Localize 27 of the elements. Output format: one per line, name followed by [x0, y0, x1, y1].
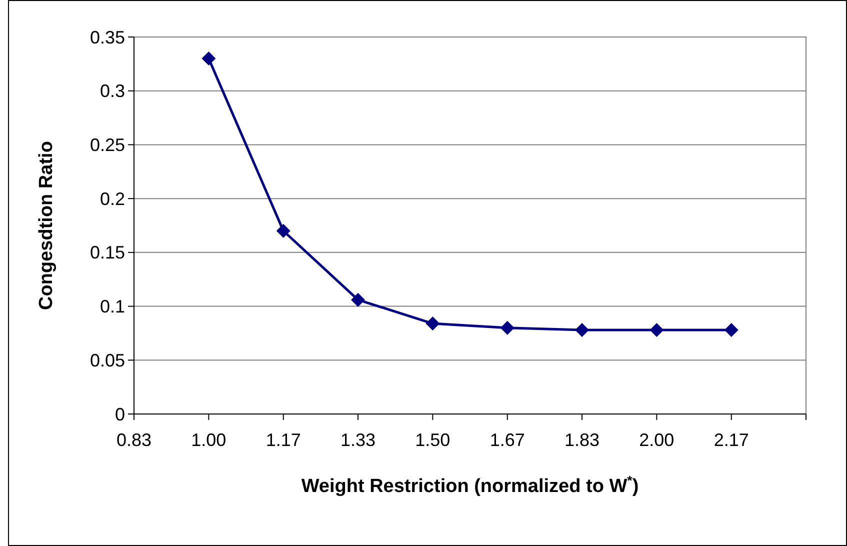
point [650, 322, 664, 337]
y-tick-label: 0 [114, 404, 125, 424]
point [500, 320, 514, 335]
y-tick-label: 0.35 [90, 27, 125, 48]
y-axis-title: Congesdtion Ratio [36, 141, 57, 310]
point [724, 322, 738, 337]
point [202, 52, 216, 66]
y-tick-label: 0.1 [100, 296, 125, 317]
point [426, 316, 440, 331]
x-tick-label: 2.00 [639, 430, 674, 450]
x-tick-label: 1.83 [564, 430, 600, 450]
y-tick-label: 0.2 [100, 188, 125, 209]
point [575, 322, 589, 337]
x-tick-label: 1.00 [191, 430, 226, 450]
x-tick-label: 1.33 [340, 430, 376, 450]
x-axis-title: Weight Restriction (normalized to W$^{*}$) [301, 472, 639, 497]
x-tick-label: 1.67 [490, 430, 525, 450]
x-tick-label: 1.17 [266, 430, 301, 450]
y-tick-label: 0.3 [100, 81, 125, 102]
y-tick-label: 0.05 [90, 350, 125, 370]
y-tick-label: 0.25 [90, 135, 125, 156]
point [276, 224, 290, 238]
x-tick-label: 2.17 [714, 430, 749, 450]
x-tick-label: 1.50 [415, 430, 450, 450]
x-tick-label: 0.83 [116, 430, 152, 450]
point [351, 292, 365, 307]
y-tick-label: 0.15 [90, 242, 125, 263]
